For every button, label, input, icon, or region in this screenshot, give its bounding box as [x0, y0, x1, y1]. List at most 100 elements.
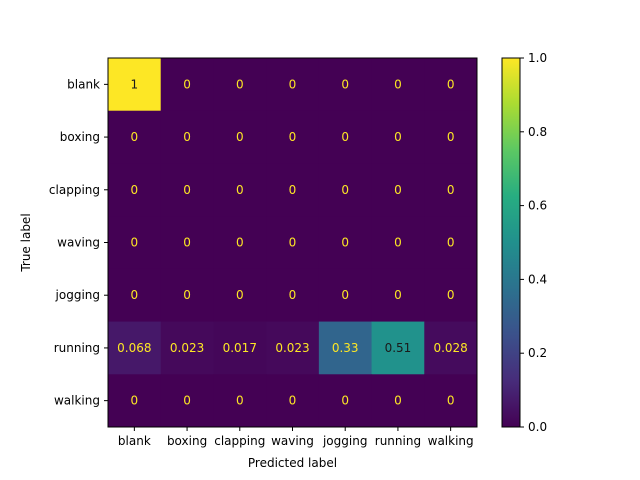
cell-value-label: 0	[447, 183, 455, 197]
heatmap-cell	[266, 268, 320, 323]
cell-value-label: 0.017	[223, 341, 257, 355]
y-tick-label: clapping	[49, 183, 100, 197]
y-tick-label: blank	[67, 77, 100, 91]
heatmap-cell	[160, 321, 214, 375]
heatmap-cell	[266, 321, 320, 375]
cell-value-label: 0	[394, 183, 402, 197]
heatmap-cell	[424, 216, 478, 270]
cell-value-label: 0	[394, 236, 402, 250]
heatmap-cell	[108, 321, 162, 375]
cell-value-label: 0	[131, 236, 139, 250]
cell-value-label: 0.028	[433, 341, 467, 355]
heatmap-cell	[371, 321, 425, 375]
colorbar-tick-label: 0.6	[528, 199, 547, 213]
y-axis-ticks: blank boxing clapping waving jogging running w…	[49, 77, 108, 408]
heatmap-cell	[108, 216, 162, 270]
heatmap-cell	[424, 321, 478, 375]
cell-value-label: 0	[394, 130, 402, 144]
heatmap-cells: 1 0 0 0 0 0 0 0 0 0 0 0 0 0 0 0 0 0 0 0 0 0 0 0 0 0 0 0 0 0 0 0 0 0 0 0.068…	[108, 58, 478, 428]
x-tick-label: walking	[428, 434, 474, 448]
cell-value-label: 0	[131, 288, 139, 302]
heatmap-cell	[371, 58, 425, 112]
cell-value-label: 0	[394, 394, 402, 408]
cell-value-label: 0	[341, 183, 349, 197]
heatmap-cell	[160, 58, 214, 112]
heatmap-cell	[371, 268, 425, 323]
heatmap-cell	[160, 268, 214, 323]
cell-value-label: 0	[341, 394, 349, 408]
x-tick-label: jogging	[322, 434, 367, 448]
cell-value-label: 0	[341, 130, 349, 144]
heatmap-cell	[318, 374, 373, 428]
heatmap-cell	[424, 110, 478, 164]
heatmap-cell	[318, 268, 373, 323]
cell-value-label: 0	[447, 288, 455, 302]
colorbar-tick-label: 0.0	[528, 420, 547, 434]
heatmap-cell	[213, 163, 267, 217]
cell-value-label: 0.33	[332, 341, 359, 355]
heatmap-cell	[318, 110, 373, 164]
cell-value-label: 0	[341, 236, 349, 250]
y-tick-label: waving	[57, 236, 100, 250]
y-tick-label: boxing	[60, 130, 100, 144]
cell-value-label: 0	[183, 236, 191, 250]
cell-value-label: 0	[289, 77, 297, 91]
heatmap-cell	[424, 374, 478, 428]
x-axis-ticks: blank boxing clapping waving jogging running w…	[118, 427, 474, 448]
cell-value-label: 0	[394, 77, 402, 91]
heatmap-cell	[213, 216, 267, 270]
colorbar-tick-label: 0.4	[528, 272, 547, 286]
heatmap-cell	[213, 58, 267, 112]
x-tick-label: waving	[271, 434, 314, 448]
cell-value-label: 0	[183, 130, 191, 144]
cell-value-label: 0	[447, 130, 455, 144]
y-axis-label: True label	[19, 213, 33, 272]
x-tick-label: boxing	[167, 434, 207, 448]
cell-value-label: 0	[183, 77, 191, 91]
heatmap-cell	[266, 110, 320, 164]
colorbar	[501, 57, 521, 428]
cell-value-label: 0	[289, 236, 297, 250]
heatmap-cell	[108, 163, 162, 217]
heatmap-cell	[371, 163, 425, 217]
x-axis-label: Predicted label	[248, 456, 337, 470]
heatmap-cell	[266, 216, 320, 270]
cell-value-label: 0	[183, 288, 191, 302]
cell-value-label: 0.023	[275, 341, 309, 355]
x-tick-label: clapping	[214, 434, 265, 448]
cell-value-label: 0	[236, 77, 244, 91]
cell-value-label: 0	[236, 288, 244, 302]
heatmap-cell	[424, 163, 478, 217]
cell-value-label: 0	[289, 130, 297, 144]
heatmap-cell	[160, 216, 214, 270]
heatmap-cell	[318, 321, 373, 375]
heatmap-cell	[371, 110, 425, 164]
cell-value-label: 1	[131, 77, 139, 91]
x-tick-label: blank	[118, 434, 151, 448]
y-tick-label: running	[54, 341, 100, 355]
heatmap-cell	[108, 110, 162, 164]
cell-value-label: 0	[183, 394, 191, 408]
heatmap-cell	[424, 268, 478, 323]
cell-value-label: 0	[131, 394, 139, 408]
cell-value-label: 0	[236, 236, 244, 250]
heatmap-cell	[160, 374, 214, 428]
heatmap-cell	[266, 374, 320, 428]
heatmap-cell	[160, 163, 214, 217]
heatmap-cell	[371, 216, 425, 270]
cell-value-label: 0.068	[117, 341, 151, 355]
cell-value-label: 0	[447, 236, 455, 250]
cell-value-label: 0	[341, 77, 349, 91]
heatmap-cell	[213, 321, 267, 375]
heatmap-cell	[424, 58, 478, 112]
x-tick-label: running	[375, 434, 421, 448]
heatmap-cell	[266, 163, 320, 217]
cell-value-label: 0	[289, 394, 297, 408]
colorbar-tick-label: 1.0	[528, 51, 547, 65]
colorbar-tick-label: 0.8	[528, 125, 547, 139]
colorbar-tick-label: 0.2	[528, 346, 547, 360]
heatmap-cell	[213, 374, 267, 428]
cell-value-label: 0	[447, 77, 455, 91]
heatmap-cell	[108, 374, 162, 428]
